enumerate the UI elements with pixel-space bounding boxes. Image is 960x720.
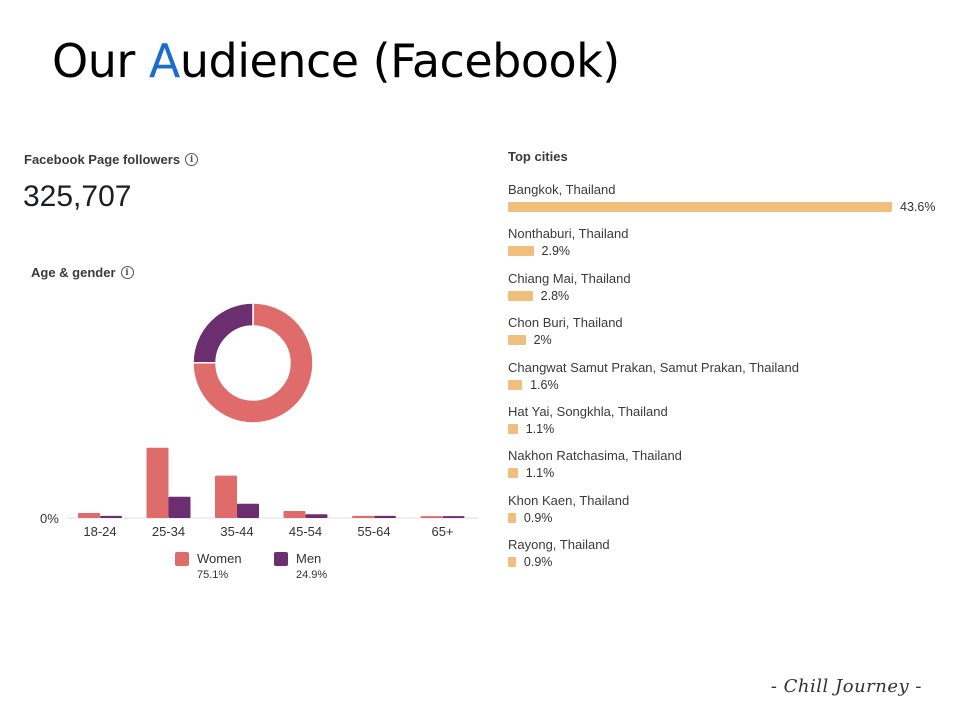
city-bar-line: 0.9% bbox=[508, 510, 948, 525]
city-row: Chiang Mai, Thailand 2.8% bbox=[508, 270, 948, 303]
city-name: Changwat Samut Prakan, Samut Prakan, Tha… bbox=[508, 359, 799, 375]
info-icon[interactable]: i bbox=[120, 266, 134, 279]
legend-pct-men: 24.9% bbox=[296, 569, 328, 581]
city-name: Bangkok, Thailand bbox=[508, 182, 616, 197]
x-tick-label: 25-34 bbox=[152, 524, 185, 539]
x-tick-label: 45-54 bbox=[289, 524, 322, 539]
bar-women-25-34 bbox=[146, 447, 169, 518]
bar-women-55-64 bbox=[352, 515, 374, 518]
slide-title: Our Audience (Facebook) bbox=[52, 34, 620, 88]
city-bar-line: 2% bbox=[508, 333, 948, 348]
city-bar bbox=[508, 512, 516, 523]
bar-men-25-34 bbox=[168, 496, 191, 518]
city-bar-line: 43.6% bbox=[508, 200, 948, 214]
x-tick-label: 35-44 bbox=[220, 524, 253, 539]
bar-men-18-24 bbox=[100, 515, 122, 518]
age-gender-charts: 0% 18-24 25-34 35-44 45-54 55-64 65+ bbox=[40, 302, 478, 539]
bar-women-65+ bbox=[420, 516, 443, 518]
legend-item-men: Men 24.9% bbox=[274, 551, 327, 581]
city-name: Nonthaburi, Thailand bbox=[508, 226, 629, 242]
city-bar bbox=[508, 335, 526, 346]
age-gender-label: Age & gender bbox=[31, 265, 116, 280]
city-row: Hat Yai, Songkhla, Thailand 1.1% bbox=[508, 404, 948, 436]
bar-men-45-54 bbox=[305, 514, 328, 518]
city-pct-label: 0.9% bbox=[523, 510, 553, 525]
city-name: Chiang Mai, Thailand bbox=[508, 270, 631, 286]
city-row: Rayong, Thailand 0.9% bbox=[508, 537, 948, 570]
legend-name-women: Women bbox=[197, 551, 242, 566]
title-part-1: Our bbox=[52, 34, 149, 88]
title-accent-letter: A bbox=[148, 34, 180, 88]
city-pct-label: 1.6% bbox=[530, 377, 559, 392]
bar-men-55-64 bbox=[374, 515, 396, 518]
city-bar-line: 1.1% bbox=[508, 466, 948, 481]
x-tick-label: 18-24 bbox=[83, 524, 116, 539]
city-pct-label: 2% bbox=[533, 333, 552, 348]
top-cities-title: Top cities bbox=[508, 149, 568, 164]
followers-label-row: Facebook Page followers i bbox=[24, 152, 199, 167]
legend-name-men: Men bbox=[296, 551, 322, 566]
city-bar-line: 2.9% bbox=[508, 244, 948, 259]
city-bar-line: 1.1% bbox=[508, 422, 948, 436]
bar-men-65+ bbox=[442, 516, 465, 518]
city-row: Nakhon Ratchasima, Thailand 1.1% bbox=[508, 448, 948, 481]
donut-slice-men bbox=[192, 302, 254, 364]
city-row: Bangkok, Thailand 43.6% bbox=[508, 182, 948, 214]
city-bar bbox=[508, 424, 518, 434]
x-tick-label: 55-64 bbox=[357, 524, 390, 539]
women-swatch bbox=[175, 552, 189, 566]
followers-panel: Facebook Page followers i 325,707 Age & … bbox=[23, 152, 327, 581]
chill-journey-logo: - Chill Journey - bbox=[770, 676, 922, 697]
city-pct-label: 2.8% bbox=[540, 288, 570, 303]
legend-pct-women: 75.1% bbox=[197, 569, 229, 581]
info-icon[interactable]: i bbox=[185, 153, 199, 166]
city-bar bbox=[508, 246, 534, 257]
city-bar bbox=[508, 290, 533, 301]
donut-slice-women bbox=[192, 302, 314, 424]
city-row: Changwat Samut Prakan, Samut Prakan, Tha… bbox=[508, 359, 948, 392]
city-row: Chon Buri, Thailand 2% bbox=[508, 315, 948, 348]
city-bar bbox=[508, 557, 516, 568]
city-bar bbox=[508, 468, 518, 479]
city-bar-line: 0.9% bbox=[508, 555, 948, 570]
city-name: Chon Buri, Thailand bbox=[508, 315, 623, 331]
city-bar-line: 1.6% bbox=[508, 377, 948, 392]
bar-men-35-44 bbox=[237, 503, 259, 518]
city-name: Rayong, Thailand bbox=[508, 537, 610, 553]
men-swatch bbox=[274, 552, 288, 566]
y-tick-label: 0% bbox=[40, 511, 59, 526]
city-name: Khon Kaen, Thailand bbox=[508, 492, 630, 508]
bar-women-35-44 bbox=[215, 475, 237, 518]
bar-women-45-54 bbox=[283, 510, 306, 518]
city-row: Nonthaburi, Thailand 2.9% bbox=[508, 226, 948, 259]
title-part-2: udience (Facebook) bbox=[179, 34, 620, 88]
city-pct-label: 1.1% bbox=[525, 422, 555, 436]
city-pct-label: 2.9% bbox=[541, 244, 571, 259]
city-name: Nakhon Ratchasima, Thailand bbox=[508, 448, 682, 464]
city-pct-label: 0.9% bbox=[523, 555, 553, 570]
city-bar-line: 2.8% bbox=[508, 288, 948, 303]
city-name: Hat Yai, Songkhla, Thailand bbox=[508, 404, 668, 419]
city-bar bbox=[508, 202, 892, 212]
bar-women-18-24 bbox=[78, 513, 100, 518]
age-gender-label-row: Age & gender i bbox=[31, 265, 134, 280]
x-tick-label: 65+ bbox=[431, 524, 453, 539]
city-bar bbox=[508, 379, 523, 390]
city-pct-label: 43.6% bbox=[900, 200, 936, 214]
city-pct-label: 1.1% bbox=[525, 466, 555, 481]
city-row: Khon Kaen, Thailand 0.9% bbox=[508, 492, 948, 525]
legend-item-women: Women 75.1% bbox=[175, 551, 242, 581]
followers-count: 325,707 bbox=[23, 180, 132, 213]
followers-label: Facebook Page followers bbox=[24, 152, 181, 167]
